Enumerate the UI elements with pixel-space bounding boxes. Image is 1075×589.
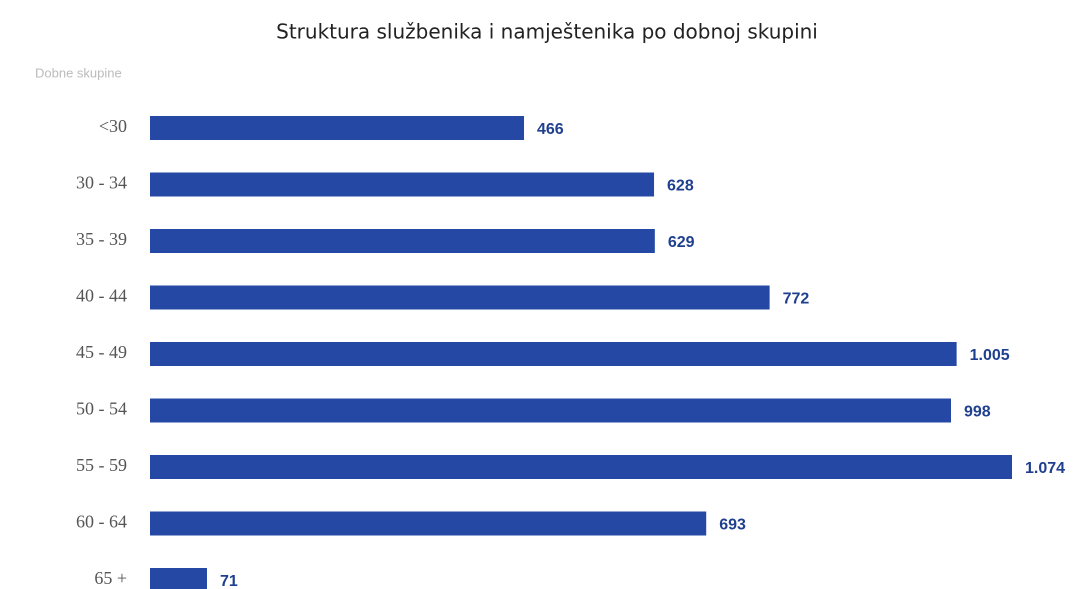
category-label: 45 - 49 — [76, 342, 127, 362]
bar — [150, 342, 957, 366]
value-label: 1.005 — [970, 347, 1010, 364]
category-label: 65 + — [94, 568, 127, 588]
bar — [150, 116, 525, 140]
y-axis-label: Dobne skupine — [35, 65, 122, 80]
category-label: <30 — [99, 116, 127, 136]
value-label: 71 — [220, 573, 238, 589]
value-label: 628 — [667, 178, 694, 195]
value-label: 629 — [668, 234, 695, 251]
bar — [150, 229, 655, 253]
category-label: 40 - 44 — [76, 286, 127, 306]
bar — [150, 568, 207, 589]
category-label: 50 - 54 — [76, 399, 127, 419]
bar — [150, 455, 1012, 479]
bar — [150, 285, 770, 310]
value-label: 772 — [783, 291, 810, 308]
value-label: 998 — [964, 404, 991, 421]
value-label: 1.074 — [1025, 460, 1065, 477]
value-label: 693 — [719, 517, 746, 534]
category-label: 30 - 34 — [76, 173, 127, 193]
bar — [150, 511, 707, 536]
value-label: 466 — [537, 121, 564, 138]
bar — [150, 172, 655, 197]
bar — [150, 398, 952, 423]
category-label: 55 - 59 — [76, 455, 127, 475]
category-label: 35 - 39 — [76, 229, 127, 249]
category-label: 60 - 64 — [76, 512, 127, 532]
chart-title: Struktura službenika i namještenika po d… — [276, 20, 818, 44]
